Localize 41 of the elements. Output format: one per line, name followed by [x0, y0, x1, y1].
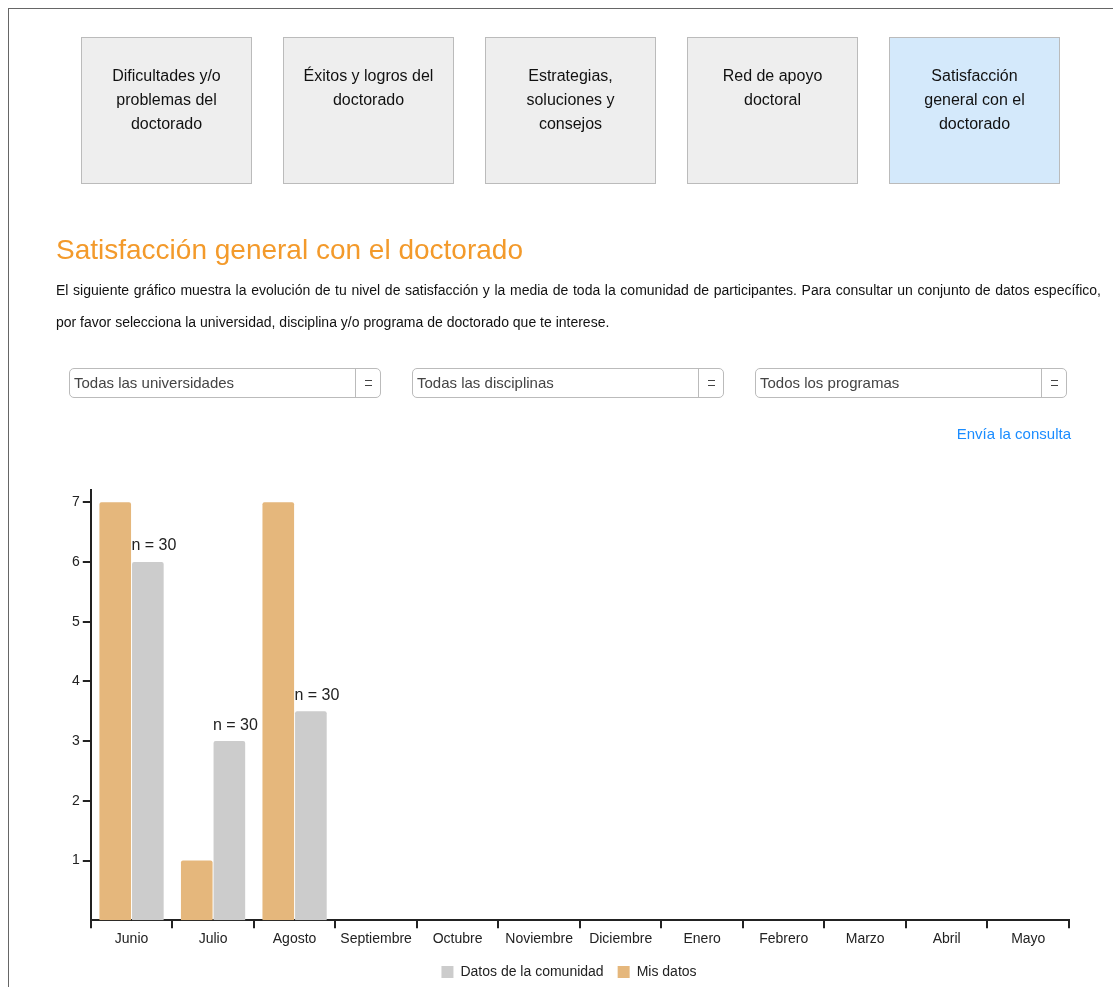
x-tick-label: Mayo: [1011, 930, 1046, 947]
x-tick-label: Abril: [932, 930, 961, 947]
text: Satisfacción general con el doctorado: [889, 37, 1060, 184]
text: Dificultades y/o problemas del doctorado: [81, 37, 252, 184]
y-tick-label: 4: [71, 672, 80, 689]
bar: [132, 562, 164, 921]
bar: [213, 741, 246, 921]
chart-subtitle: El siguiente gráfico muestra la evolución de tu nivel de satisfacción y la media de toda la comunidad de participantes. Para consultar un conjunto de datos específico, por favor selecciona la universidad, disciplina y/o programa de doctorado que te interese.: [56, 281, 1101, 332]
text: Todos los programas: [759, 373, 901, 393]
y-tick-label: 3: [71, 731, 80, 748]
x-tick-label: Octubre: [432, 930, 483, 947]
y-tick-label: 2: [71, 791, 80, 808]
x-tick-label: Julio: [198, 930, 228, 947]
x-tick-label: Junio: [114, 930, 149, 947]
x-tick-label: Marzo: [845, 930, 885, 947]
text: Todas las disciplinas: [416, 373, 555, 393]
legend-label: Datos de la comunidad: [460, 962, 604, 979]
annotation: n = 30: [294, 685, 340, 703]
text: Todas las universidades: [73, 373, 236, 393]
y-tick-label: 6: [71, 552, 80, 569]
annotation: n = 30: [212, 715, 258, 733]
bar: [99, 502, 132, 921]
y-tick-label: 1: [71, 851, 80, 868]
x-tick-label: Noviembre: [505, 930, 574, 947]
text: Éxitos y logros del doctorado: [283, 37, 454, 184]
x-tick-label: Enero: [683, 930, 722, 947]
x-tick-label: Agosto: [272, 930, 317, 947]
text: Envía la consulta: [956, 425, 1071, 442]
bar: [180, 860, 213, 921]
chart-title: Satisfacción general con el doctorado: [56, 234, 524, 266]
text: Red de apoyo doctoral: [687, 37, 858, 184]
text: Estrategias, soluciones y consejos: [485, 37, 656, 184]
legend-label: Mis datos: [636, 962, 697, 979]
bar: [295, 711, 327, 921]
annotation: n = 30: [131, 536, 177, 554]
y-tick-label: 5: [71, 612, 80, 629]
bar: [262, 502, 295, 921]
y-tick-label: 7: [71, 493, 80, 510]
x-tick-label: Septiembre: [340, 930, 413, 947]
x-tick-label: Febrero: [759, 930, 809, 947]
x-tick-label: Diciembre: [589, 930, 653, 947]
